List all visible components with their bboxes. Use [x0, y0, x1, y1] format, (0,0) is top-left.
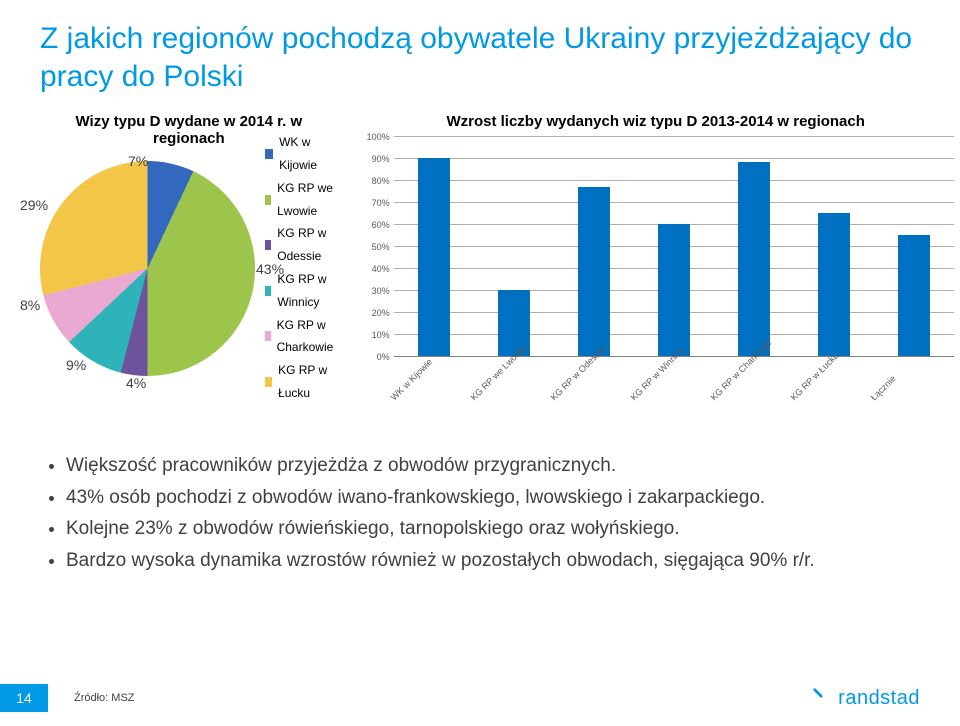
bar-series	[394, 136, 954, 356]
x-tick-label: Łącznie	[868, 360, 910, 402]
legend-label: KG RP we Lwowie	[277, 177, 338, 223]
bar-title: Wzrost liczby wydanych wiz typu D 2013-2…	[358, 113, 954, 130]
pie-data-label: 7%	[128, 153, 148, 169]
y-tick-label: 100%	[358, 132, 390, 142]
bar-x-labels: WK w KijowieKG RP we LwowieKG RP w Odess…	[394, 356, 954, 370]
pie-chart: Wizy typu D wydane w 2014 r. w regionach…	[40, 113, 338, 383]
legend-label: KG RP w Odessie	[277, 222, 337, 268]
bar	[818, 213, 850, 356]
bullet-item: Bardzo wysoka dynamika wzrostów również …	[66, 548, 920, 574]
y-tick-label: 70%	[358, 198, 390, 208]
legend-item: KG RP w Łucku	[265, 359, 338, 405]
bar	[418, 158, 450, 356]
x-tick-label: WK w Kijowie	[388, 360, 430, 402]
legend-label: KG RP w Charkowie	[277, 314, 338, 360]
bullet-item: Większość pracowników przyjeżdża z obwod…	[66, 453, 920, 479]
pie-data-label: 43%	[256, 261, 284, 277]
legend-label: KG RP w Łucku	[278, 359, 338, 405]
y-tick-label: 50%	[358, 242, 390, 252]
bullet-item: 43% osób pochodzi z obwodów iwano-franko…	[66, 485, 920, 511]
x-tick-label: KG RP w Charkowie	[708, 360, 750, 402]
legend-swatch	[265, 377, 272, 387]
y-tick-label: 40%	[358, 264, 390, 274]
pie-data-label: 8%	[20, 297, 40, 313]
pie-data-label: 4%	[126, 375, 146, 391]
y-tick-label: 0%	[358, 352, 390, 362]
y-tick-label: 90%	[358, 154, 390, 164]
bullet-item: Kolejne 23% z obwodów rówieńskiego, tarn…	[66, 516, 920, 542]
legend-swatch	[265, 286, 271, 296]
bullet-list: Większość pracowników przyjeżdża z obwod…	[40, 453, 920, 574]
source-label: Źródło: MSZ	[74, 692, 135, 704]
legend-swatch	[265, 331, 271, 341]
legend-item: KG RP w Charkowie	[265, 314, 338, 360]
bar	[738, 162, 770, 356]
pie-data-label: 9%	[66, 357, 86, 373]
legend-swatch	[265, 195, 271, 205]
x-tick-label: KG RP w Odessie	[548, 360, 590, 402]
legend-swatch	[265, 240, 271, 250]
legend-swatch	[265, 149, 273, 159]
legend-item: KG RP we Lwowie	[265, 177, 338, 223]
bar	[578, 187, 610, 356]
bar-chart: Wzrost liczby wydanych wiz typu D 2013-2…	[358, 113, 954, 383]
page-number: 14	[0, 684, 48, 712]
footer: 14 Źródło: MSZ randstad	[0, 684, 960, 712]
legend-label: KG RP w Winnicy	[277, 268, 337, 314]
bar	[658, 224, 690, 356]
x-tick-label: KG RP w Winnicy	[628, 360, 670, 402]
y-tick-label: 10%	[358, 330, 390, 340]
legend-item: WK w Kijowie	[265, 131, 338, 177]
y-tick-label: 60%	[358, 220, 390, 230]
legend-label: WK w Kijowie	[279, 131, 338, 177]
brand-name: randstad	[838, 687, 920, 710]
randstad-icon	[812, 687, 834, 709]
page-title: Z jakich regionów pochodzą obywatele Ukr…	[40, 20, 920, 95]
x-tick-label: KG RP w Łucku	[788, 360, 830, 402]
y-tick-label: 80%	[358, 176, 390, 186]
pie-graphic	[40, 161, 255, 376]
brand-logo: randstad	[812, 687, 920, 710]
bar	[898, 235, 930, 356]
y-tick-label: 20%	[358, 308, 390, 318]
y-tick-label: 30%	[358, 286, 390, 296]
pie-data-label: 29%	[20, 197, 48, 213]
x-tick-label: KG RP we Lwowie	[468, 360, 510, 402]
